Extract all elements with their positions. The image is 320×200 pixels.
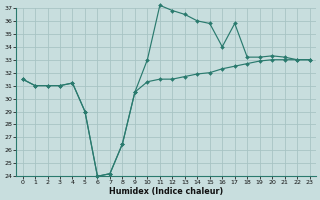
X-axis label: Humidex (Indice chaleur): Humidex (Indice chaleur) bbox=[109, 187, 223, 196]
